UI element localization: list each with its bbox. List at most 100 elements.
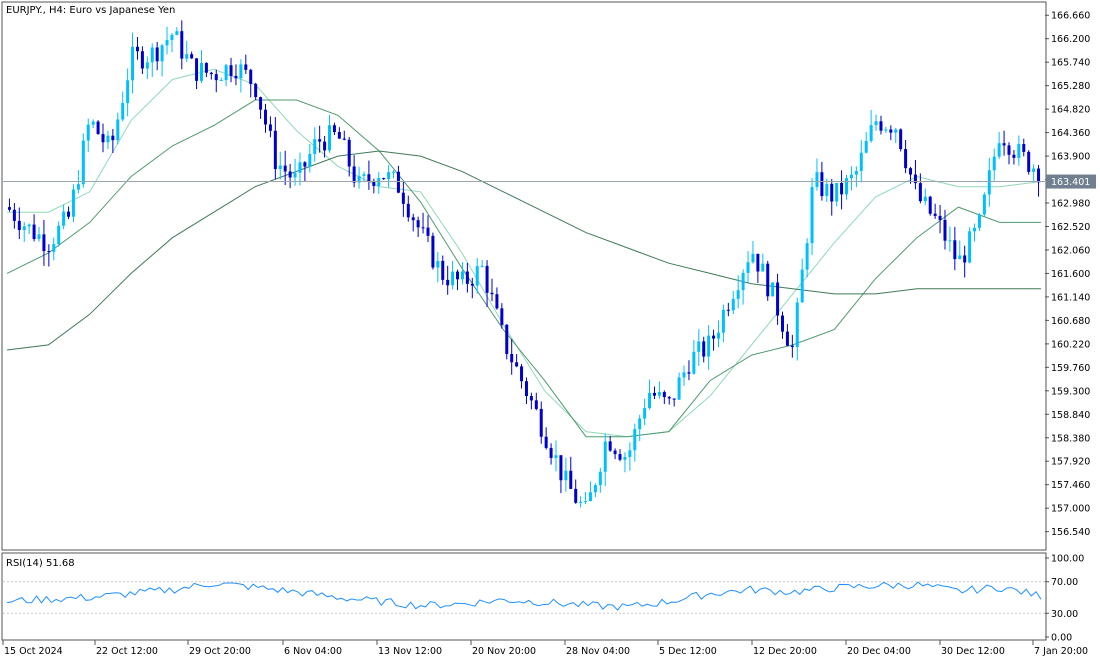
candle (377, 171, 381, 194)
candle (460, 262, 464, 285)
candle (106, 130, 110, 149)
candle (913, 159, 917, 190)
candle (1017, 135, 1021, 166)
candle (347, 136, 351, 177)
price-tick-label: 157.920 (1051, 457, 1090, 468)
candle (456, 269, 460, 291)
candle (1012, 150, 1016, 165)
candle (529, 392, 533, 410)
candle (776, 273, 780, 325)
price-tick-label: 164.360 (1051, 128, 1090, 139)
candle (884, 126, 888, 133)
candle (830, 179, 834, 216)
moving-averages (6, 68, 1042, 438)
time-tick-label: 20 Dec 04:00 (847, 646, 911, 657)
candle (741, 269, 745, 305)
candle (973, 223, 977, 242)
candle (682, 365, 686, 386)
candle (426, 215, 430, 243)
candle (716, 320, 720, 348)
candle (874, 114, 878, 131)
candle (948, 226, 952, 252)
price-tick-label: 166.660 (1051, 11, 1090, 22)
candle (7, 198, 11, 212)
price-tick-label: 157.000 (1051, 504, 1090, 515)
candlesticks (7, 20, 1041, 508)
time-tick-label: 6 Nov 04:00 (284, 646, 342, 657)
candle (160, 43, 164, 77)
candle (864, 131, 868, 154)
candle (1022, 138, 1026, 157)
candle (367, 160, 371, 190)
candle (859, 139, 863, 183)
candle (928, 195, 932, 216)
candle (712, 329, 716, 351)
candle (101, 123, 105, 153)
candle (977, 213, 981, 232)
candle (554, 440, 558, 472)
candle (505, 323, 509, 360)
price-tick-label: 158.840 (1051, 410, 1090, 421)
candle (224, 63, 228, 87)
candle (475, 258, 479, 294)
candle (57, 221, 61, 247)
candle (288, 163, 292, 189)
candle (436, 251, 440, 283)
candle (524, 377, 528, 405)
price-tick-label: 162.060 (1051, 245, 1090, 256)
candle (549, 443, 553, 465)
candle (643, 398, 647, 426)
candle (283, 150, 287, 186)
time-tick-label: 20 Nov 20:00 (472, 646, 536, 657)
current-price-marker: 163.401 (3, 174, 1096, 189)
rsi-plot-frame (1, 552, 1047, 641)
candle (264, 103, 267, 133)
candle (785, 324, 789, 347)
candle (195, 58, 199, 90)
time-tick-label: 29 Oct 20:00 (189, 646, 251, 657)
price-tick-label: 162.520 (1051, 222, 1090, 233)
current-price-label: 163.401 (1051, 177, 1090, 188)
candle (810, 178, 814, 255)
price-tick-label: 161.600 (1051, 269, 1090, 280)
candle (392, 170, 396, 179)
ma-mid-line (6, 99, 1041, 438)
candle (534, 392, 538, 411)
candle (495, 287, 499, 310)
candle (337, 127, 341, 139)
candle (923, 188, 927, 205)
candle (470, 277, 474, 299)
candle (692, 340, 696, 375)
price-tick-label: 159.300 (1051, 386, 1090, 397)
candle (1037, 165, 1041, 197)
candle (328, 115, 332, 153)
candle (633, 423, 637, 462)
candle (751, 240, 755, 264)
candle (416, 216, 420, 237)
main-plot-frame (1, 1, 1047, 551)
candle (608, 435, 612, 452)
candle (982, 192, 986, 217)
candle (515, 354, 519, 368)
candle (746, 251, 750, 283)
candle (480, 260, 484, 268)
candle (1002, 130, 1006, 156)
rsi-tick-label: 100.00 (1051, 554, 1084, 565)
candle (687, 360, 691, 381)
candle (726, 302, 730, 317)
candle (766, 260, 770, 301)
candle (958, 240, 962, 260)
candle (249, 68, 253, 98)
main-chart-title: EURJPY., H4: Euro vs Japanese Yen (6, 5, 175, 16)
candle (510, 339, 514, 375)
candle (91, 119, 95, 129)
candle (446, 265, 450, 295)
candle (613, 448, 617, 460)
candle (736, 275, 740, 309)
candle (603, 433, 607, 487)
candle (431, 232, 435, 270)
candle (564, 457, 568, 492)
candle (889, 125, 893, 141)
time-tick-label: 12 Dec 20:00 (753, 646, 817, 657)
